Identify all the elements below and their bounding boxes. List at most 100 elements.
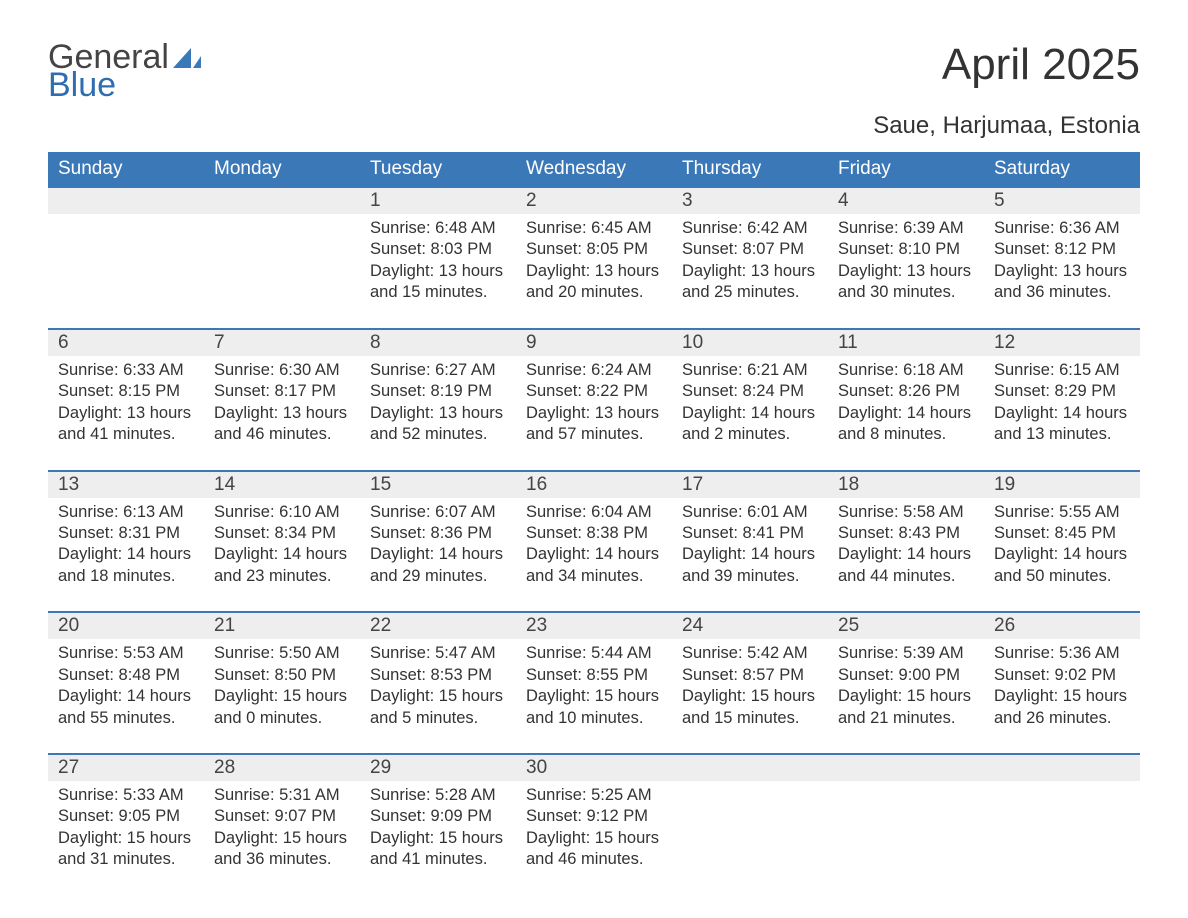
sunrise-line: Sunrise: 6:45 AM (526, 218, 662, 239)
sunrise-line: Sunrise: 5:55 AM (994, 502, 1130, 523)
daylight-line: Daylight: 13 hours and 36 minutes. (994, 261, 1130, 304)
sunrise-line: Sunrise: 6:42 AM (682, 218, 818, 239)
day-header: Tuesday (360, 152, 516, 187)
sunset-line: Sunset: 8:45 PM (994, 523, 1130, 544)
sunset-line: Sunset: 8:34 PM (214, 523, 350, 544)
sunset-line: Sunset: 8:38 PM (526, 523, 662, 544)
sunset-line: Sunset: 9:00 PM (838, 665, 974, 686)
day-number-cell: 25 (828, 612, 984, 639)
sunset-line: Sunset: 8:22 PM (526, 381, 662, 402)
sunset-line: Sunset: 9:05 PM (58, 806, 194, 827)
sunset-line: Sunset: 8:24 PM (682, 381, 818, 402)
daylight-line: Daylight: 13 hours and 57 minutes. (526, 403, 662, 446)
day-data-cell (984, 781, 1140, 881)
daylight-line: Daylight: 15 hours and 0 minutes. (214, 686, 350, 729)
daylight-line: Daylight: 14 hours and 18 minutes. (58, 544, 194, 587)
sunrise-line: Sunrise: 5:44 AM (526, 643, 662, 664)
sunrise-line: Sunrise: 5:36 AM (994, 643, 1130, 664)
sunset-line: Sunset: 8:43 PM (838, 523, 974, 544)
day-number-cell: 4 (828, 187, 984, 214)
sunrise-line: Sunrise: 6:07 AM (370, 502, 506, 523)
day-number-cell (984, 754, 1140, 781)
title-block: April 2025 (942, 40, 1140, 90)
day-number-cell: 22 (360, 612, 516, 639)
sunset-line: Sunset: 8:26 PM (838, 381, 974, 402)
day-number-cell: 14 (204, 471, 360, 498)
day-number-cell: 26 (984, 612, 1140, 639)
sunrise-line: Sunrise: 5:33 AM (58, 785, 194, 806)
day-data-cell: Sunrise: 6:42 AMSunset: 8:07 PMDaylight:… (672, 214, 828, 329)
day-data-row: Sunrise: 6:48 AMSunset: 8:03 PMDaylight:… (48, 214, 1140, 329)
calendar-table: SundayMondayTuesdayWednesdayThursdayFrid… (48, 152, 1140, 881)
day-number-cell: 6 (48, 329, 204, 356)
daylight-line: Daylight: 14 hours and 34 minutes. (526, 544, 662, 587)
day-number-cell: 20 (48, 612, 204, 639)
day-header: Sunday (48, 152, 204, 187)
day-number-cell: 28 (204, 754, 360, 781)
day-data-cell: Sunrise: 6:30 AMSunset: 8:17 PMDaylight:… (204, 356, 360, 471)
sunset-line: Sunset: 8:10 PM (838, 239, 974, 260)
day-data-cell: Sunrise: 5:44 AMSunset: 8:55 PMDaylight:… (516, 639, 672, 754)
day-data-cell: Sunrise: 6:33 AMSunset: 8:15 PMDaylight:… (48, 356, 204, 471)
day-number-cell: 3 (672, 187, 828, 214)
day-number-cell: 21 (204, 612, 360, 639)
daylight-line: Daylight: 15 hours and 31 minutes. (58, 828, 194, 871)
sunrise-line: Sunrise: 5:50 AM (214, 643, 350, 664)
sunrise-line: Sunrise: 6:21 AM (682, 360, 818, 381)
sunrise-line: Sunrise: 6:10 AM (214, 502, 350, 523)
day-data-row: Sunrise: 6:33 AMSunset: 8:15 PMDaylight:… (48, 356, 1140, 471)
day-number-cell (672, 754, 828, 781)
day-number-row: 12345 (48, 187, 1140, 214)
day-data-cell (204, 214, 360, 329)
day-data-cell: Sunrise: 6:36 AMSunset: 8:12 PMDaylight:… (984, 214, 1140, 329)
day-data-cell: Sunrise: 6:39 AMSunset: 8:10 PMDaylight:… (828, 214, 984, 329)
day-number-row: 27282930 (48, 754, 1140, 781)
day-number-cell: 8 (360, 329, 516, 356)
day-data-cell: Sunrise: 5:53 AMSunset: 8:48 PMDaylight:… (48, 639, 204, 754)
daylight-line: Daylight: 15 hours and 41 minutes. (370, 828, 506, 871)
sunrise-line: Sunrise: 6:36 AM (994, 218, 1130, 239)
day-number-cell: 7 (204, 329, 360, 356)
day-data-cell: Sunrise: 6:13 AMSunset: 8:31 PMDaylight:… (48, 498, 204, 613)
sunrise-line: Sunrise: 6:01 AM (682, 502, 818, 523)
day-header: Thursday (672, 152, 828, 187)
day-data-cell: Sunrise: 6:24 AMSunset: 8:22 PMDaylight:… (516, 356, 672, 471)
location: Saue, Harjumaa, Estonia (48, 112, 1140, 140)
day-number-row: 20212223242526 (48, 612, 1140, 639)
day-data-cell: Sunrise: 5:31 AMSunset: 9:07 PMDaylight:… (204, 781, 360, 881)
sunrise-line: Sunrise: 5:53 AM (58, 643, 194, 664)
day-data-cell: Sunrise: 6:27 AMSunset: 8:19 PMDaylight:… (360, 356, 516, 471)
day-data-cell: Sunrise: 5:58 AMSunset: 8:43 PMDaylight:… (828, 498, 984, 613)
day-data-cell (828, 781, 984, 881)
day-header: Saturday (984, 152, 1140, 187)
sunrise-line: Sunrise: 6:27 AM (370, 360, 506, 381)
sunset-line: Sunset: 9:12 PM (526, 806, 662, 827)
daylight-line: Daylight: 13 hours and 20 minutes. (526, 261, 662, 304)
sunrise-line: Sunrise: 5:42 AM (682, 643, 818, 664)
daylight-line: Daylight: 15 hours and 26 minutes. (994, 686, 1130, 729)
sunrise-line: Sunrise: 6:30 AM (214, 360, 350, 381)
day-number-cell (204, 187, 360, 214)
sunrise-line: Sunrise: 5:28 AM (370, 785, 506, 806)
day-number-cell: 23 (516, 612, 672, 639)
sunrise-line: Sunrise: 5:31 AM (214, 785, 350, 806)
sunset-line: Sunset: 8:29 PM (994, 381, 1130, 402)
sunset-line: Sunset: 9:02 PM (994, 665, 1130, 686)
logo-sail-icon (173, 48, 201, 68)
sunset-line: Sunset: 8:17 PM (214, 381, 350, 402)
daylight-line: Daylight: 14 hours and 29 minutes. (370, 544, 506, 587)
day-number-row: 6789101112 (48, 329, 1140, 356)
daylight-line: Daylight: 15 hours and 10 minutes. (526, 686, 662, 729)
sunset-line: Sunset: 8:05 PM (526, 239, 662, 260)
daylight-line: Daylight: 14 hours and 8 minutes. (838, 403, 974, 446)
day-data-cell: Sunrise: 5:47 AMSunset: 8:53 PMDaylight:… (360, 639, 516, 754)
day-data-cell: Sunrise: 5:36 AMSunset: 9:02 PMDaylight:… (984, 639, 1140, 754)
day-number-cell: 30 (516, 754, 672, 781)
daylight-line: Daylight: 15 hours and 15 minutes. (682, 686, 818, 729)
calendar-header-row: SundayMondayTuesdayWednesdayThursdayFrid… (48, 152, 1140, 187)
sunset-line: Sunset: 8:50 PM (214, 665, 350, 686)
daylight-line: Daylight: 13 hours and 46 minutes. (214, 403, 350, 446)
day-data-cell: Sunrise: 5:50 AMSunset: 8:50 PMDaylight:… (204, 639, 360, 754)
day-data-row: Sunrise: 5:53 AMSunset: 8:48 PMDaylight:… (48, 639, 1140, 754)
day-data-row: Sunrise: 5:33 AMSunset: 9:05 PMDaylight:… (48, 781, 1140, 881)
